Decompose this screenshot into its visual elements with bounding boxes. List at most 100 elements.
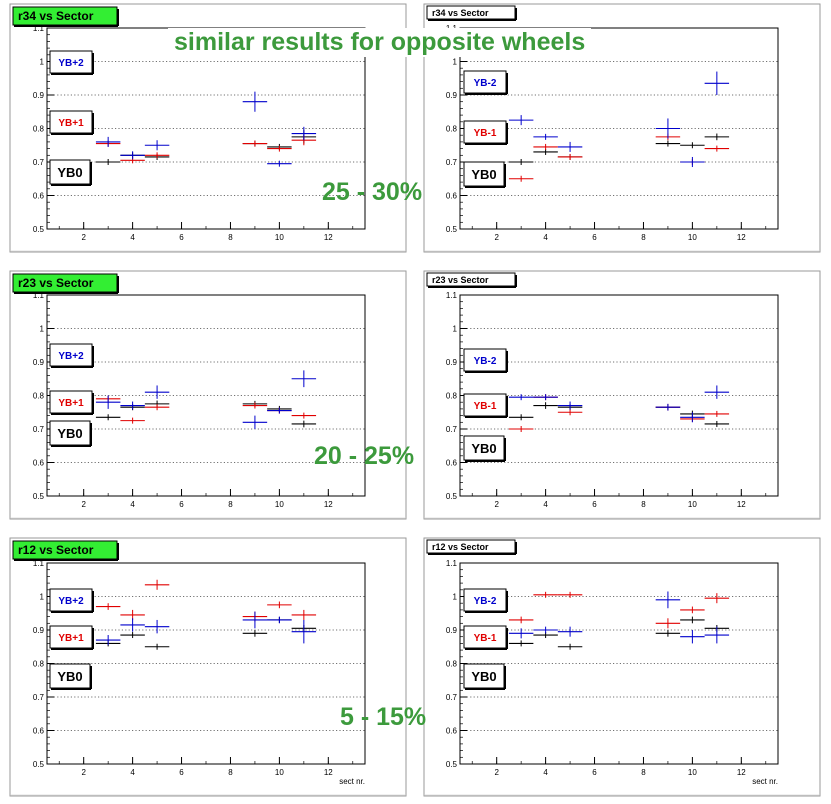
legend-label-yb2: YB-2 — [474, 356, 497, 367]
x-tick-label: 12 — [737, 500, 746, 509]
y-tick-label: 1.1 — [446, 291, 458, 300]
y-tick-label: 1.1 — [446, 559, 458, 568]
x-tick-label: 4 — [543, 768, 548, 777]
chart-title: r23 vs Sector — [432, 275, 489, 285]
x-tick-label: 2 — [494, 233, 499, 242]
x-tick-label: 10 — [275, 768, 284, 777]
chart-title: r34 vs Sector — [18, 9, 94, 23]
x-tick-label: 4 — [543, 500, 548, 509]
y-tick-label: 0.7 — [33, 425, 45, 434]
x-tick-label: 10 — [688, 233, 697, 242]
x-tick-label: 2 — [81, 233, 86, 242]
x-tick-label: 2 — [494, 768, 499, 777]
legend-label-yb0: YB0 — [57, 669, 82, 684]
x-tick-label: 2 — [494, 500, 499, 509]
y-tick-label: 0.6 — [446, 192, 458, 201]
x-tick-label: 4 — [543, 233, 548, 242]
x-tick-label: 12 — [324, 768, 333, 777]
chart-panel-5: 0.5 0.6 0.7 0.8 0.9 1 1.1 2 4 6 8 10 12 sect nr. r12 v… — [9, 537, 407, 797]
y-tick-label: 0.9 — [33, 626, 45, 635]
chart-title: r12 vs Sector — [432, 542, 489, 552]
y-tick-label: 0.9 — [446, 91, 458, 100]
x-tick-label: 10 — [275, 233, 284, 242]
y-tick-label: 0.9 — [446, 626, 458, 635]
y-tick-label: 0.6 — [33, 727, 45, 736]
legend-label-yb0: YB0 — [471, 441, 496, 456]
chart-title: r34 vs Sector — [432, 8, 489, 18]
legend-label-yb1: YB-1 — [474, 401, 497, 412]
y-tick-label: 0.5 — [33, 760, 45, 769]
x-tick-label: 8 — [641, 768, 646, 777]
y-tick-label: 0.8 — [33, 125, 45, 134]
y-tick-label: 0.6 — [446, 459, 458, 468]
y-tick-label: 0.7 — [446, 158, 458, 167]
y-tick-label: 0.7 — [446, 693, 458, 702]
x-tick-label: 10 — [275, 500, 284, 509]
y-tick-label: 0.5 — [446, 225, 458, 234]
x-tick-label: 6 — [179, 500, 184, 509]
legend-label-yb2: YB+2 — [58, 596, 84, 607]
legend-label-yb2: YB-2 — [474, 78, 497, 89]
x-tick-label: 2 — [81, 768, 86, 777]
x-tick-label: 6 — [179, 768, 184, 777]
y-tick-label: 0.9 — [33, 91, 45, 100]
y-tick-label: 0.6 — [33, 459, 45, 468]
x-tick-label: 6 — [592, 768, 597, 777]
x-tick-label: 4 — [130, 768, 135, 777]
y-tick-label: 0.8 — [446, 392, 458, 401]
legend-label-yb1: YB+1 — [58, 398, 84, 409]
x-tick-label: 10 — [688, 500, 697, 509]
y-tick-label: 0.9 — [33, 358, 45, 367]
legend-box — [463, 435, 505, 461]
y-tick-label: 0.5 — [446, 760, 458, 769]
legend-label-yb1: YB+1 — [58, 118, 84, 129]
legend-label-yb0: YB0 — [57, 426, 82, 441]
y-tick-label: 1 — [453, 593, 458, 602]
legend-box — [49, 663, 91, 689]
y-tick-label: 0.9 — [446, 358, 458, 367]
range-label-25-30: 25 - 30% — [322, 178, 423, 206]
legend-label-yb0: YB0 — [57, 165, 82, 180]
y-tick-label: 0.5 — [33, 225, 45, 234]
y-tick-label: 0.7 — [33, 693, 45, 702]
legend-box — [463, 161, 505, 187]
y-tick-label: 0.8 — [33, 392, 45, 401]
y-tick-label: 0.5 — [33, 492, 45, 501]
x-tick-label: 6 — [179, 233, 184, 242]
y-tick-label: 1.1 — [33, 291, 45, 300]
legend-label-yb2: YB-2 — [474, 596, 497, 607]
x-tick-label: 6 — [592, 233, 597, 242]
x-tick-label: 8 — [228, 768, 233, 777]
x-tick-label: 6 — [592, 500, 597, 509]
range-label-20-25: 20 - 25% — [314, 442, 415, 470]
x-tick-label: 12 — [324, 233, 333, 242]
legend-label-yb2: YB+2 — [58, 58, 84, 69]
y-tick-label: 1 — [40, 325, 45, 334]
x-tick-label: 12 — [737, 768, 746, 777]
x-tick-label: 8 — [228, 500, 233, 509]
y-tick-label: 0.8 — [446, 660, 458, 669]
range-label-5-15: 5 - 15% — [340, 703, 427, 731]
x-tick-label: 4 — [130, 233, 135, 242]
x-tick-label: 12 — [737, 233, 746, 242]
x-tick-label: 12 — [324, 500, 333, 509]
x-tick-label: 8 — [641, 233, 646, 242]
chart-panel-3: 0.5 0.6 0.7 0.8 0.9 1 1.1 2 4 6 8 10 12 r23 vs Sector… — [9, 270, 407, 520]
y-tick-label: 0.6 — [446, 727, 458, 736]
chart-title: r12 vs Sector — [18, 543, 94, 557]
legend-label-yb2: YB+2 — [58, 351, 84, 362]
y-tick-label: 0.6 — [33, 192, 45, 201]
x-tick-label: 10 — [688, 768, 697, 777]
chart-title: r23 vs Sector — [18, 276, 94, 290]
chart-panel-4: 0.5 0.6 0.7 0.8 0.9 1 1.1 2 4 6 8 10 12 r23 vs Sector… — [423, 270, 821, 520]
legend-label-yb1: YB-1 — [474, 633, 497, 644]
legend-label-yb0: YB0 — [471, 167, 496, 182]
y-tick-label: 0.7 — [446, 425, 458, 434]
y-tick-label: 1 — [453, 325, 458, 334]
y-tick-label: 1 — [40, 593, 45, 602]
y-tick-label: 0.8 — [446, 125, 458, 134]
headline-text: similar results for opposite wheels — [168, 28, 592, 57]
y-tick-label: 0.5 — [446, 492, 458, 501]
